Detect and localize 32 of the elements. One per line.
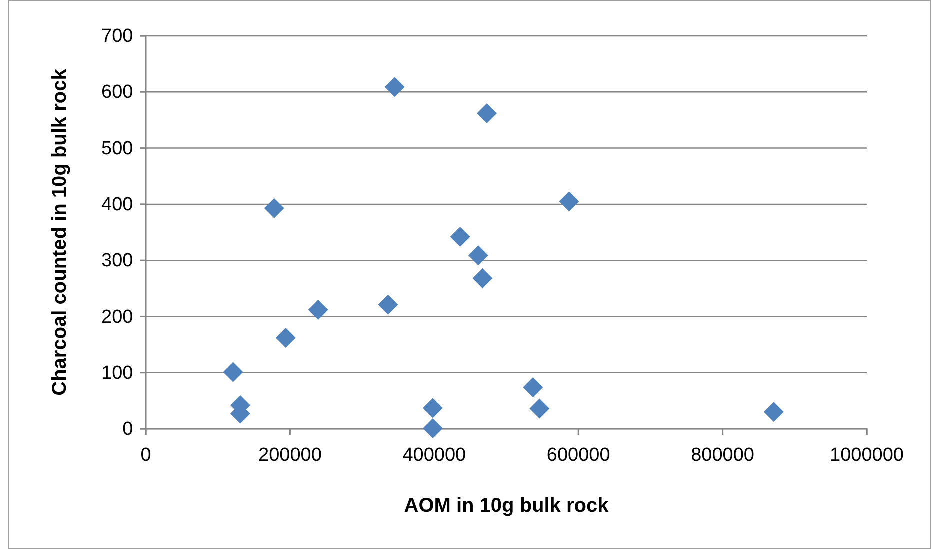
x-tick-label: 200000 bbox=[258, 444, 322, 466]
x-tick-label: 800000 bbox=[691, 444, 755, 466]
point bbox=[472, 268, 493, 289]
point bbox=[764, 402, 784, 422]
point bbox=[223, 362, 244, 382]
x-tick-label: 400000 bbox=[402, 444, 466, 466]
y-tick-label: 700 bbox=[101, 26, 134, 48]
y-axis-title: Charcoal counted in 10g bulk rock bbox=[49, 68, 71, 396]
y-tick-label: 200 bbox=[101, 306, 134, 328]
x-tick-label: 0 bbox=[140, 444, 152, 466]
point bbox=[276, 328, 296, 348]
y-tick-label: 300 bbox=[101, 250, 134, 272]
y-tick-label: 100 bbox=[101, 362, 134, 384]
point bbox=[422, 418, 443, 438]
x-tick-label: 1000000 bbox=[830, 444, 904, 466]
point bbox=[384, 77, 405, 98]
y-tick-label: 500 bbox=[101, 138, 134, 160]
point bbox=[450, 226, 470, 247]
point bbox=[468, 246, 488, 266]
y-tick-label: 0 bbox=[122, 419, 134, 440]
point bbox=[422, 398, 443, 418]
point bbox=[264, 198, 284, 218]
y-tick-label: 400 bbox=[101, 194, 134, 216]
x-axis-title: AOM in 10g bulk rock bbox=[404, 495, 610, 517]
point bbox=[523, 377, 544, 398]
point bbox=[530, 398, 550, 419]
point bbox=[378, 294, 398, 315]
x-tick-label: 600000 bbox=[546, 444, 610, 466]
y-tick-label: 600 bbox=[101, 82, 134, 104]
point bbox=[308, 300, 328, 320]
point bbox=[559, 192, 580, 212]
point bbox=[477, 103, 498, 124]
